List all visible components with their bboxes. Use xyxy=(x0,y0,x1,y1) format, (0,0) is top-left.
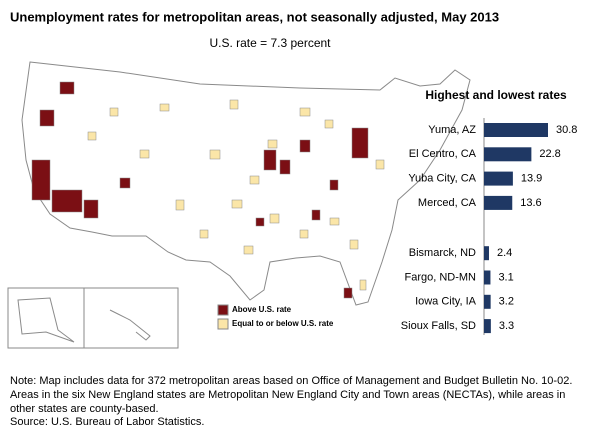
bar xyxy=(484,123,548,137)
inset-maps xyxy=(7,287,179,349)
source: Source: U.S. Bureau of Labor Statistics. xyxy=(10,416,205,428)
bar xyxy=(484,147,532,162)
category-label: Bismarck, ND xyxy=(409,247,476,259)
legend-label: Equal to or below U.S. rate xyxy=(232,319,334,328)
figure: Unemployment rates for metropolitan area… xyxy=(7,9,577,349)
bar xyxy=(484,270,491,285)
category-label: Iowa City, IA xyxy=(415,296,477,308)
value-label: 2.4 xyxy=(497,247,512,259)
value-label: 30.8 xyxy=(556,124,577,136)
bar xyxy=(484,319,491,334)
us-map xyxy=(21,61,471,306)
category-label: Fargo, ND-MN xyxy=(404,271,476,283)
bar xyxy=(484,246,489,261)
bar xyxy=(484,294,491,309)
subtitle: U.S. rate = 7.3 percent xyxy=(209,36,331,50)
value-label: 3.3 xyxy=(499,320,514,332)
value-label: 13.9 xyxy=(521,173,542,185)
value-label: 3.1 xyxy=(498,271,513,283)
bar-chart: Highest and lowest rates Yuma, AZ 30.8 El … xyxy=(401,88,577,335)
title: Unemployment rates for metropolitan area… xyxy=(10,9,499,24)
category-label: Sioux Falls, SD xyxy=(401,320,476,332)
chart-title: Highest and lowest rates xyxy=(425,88,567,102)
category-label: El Centro, CA xyxy=(409,148,477,160)
legend-swatch xyxy=(217,318,229,330)
map-legend: Above U.S. rate Equal to or below U.S. ra… xyxy=(217,304,334,330)
value-label: 3.2 xyxy=(499,296,514,308)
legend-swatch xyxy=(217,304,229,316)
category-label: Yuma, AZ xyxy=(428,124,476,136)
legend-label: Above U.S. rate xyxy=(232,305,292,314)
bar xyxy=(484,195,513,210)
note: Note: Map includes data for 372 metropol… xyxy=(10,375,573,415)
category-label: Yuba City, CA xyxy=(408,173,476,185)
category-label: Merced, CA xyxy=(418,197,477,209)
value-label: 22.8 xyxy=(539,148,560,160)
bar xyxy=(484,171,513,186)
value-label: 13.6 xyxy=(520,197,541,209)
